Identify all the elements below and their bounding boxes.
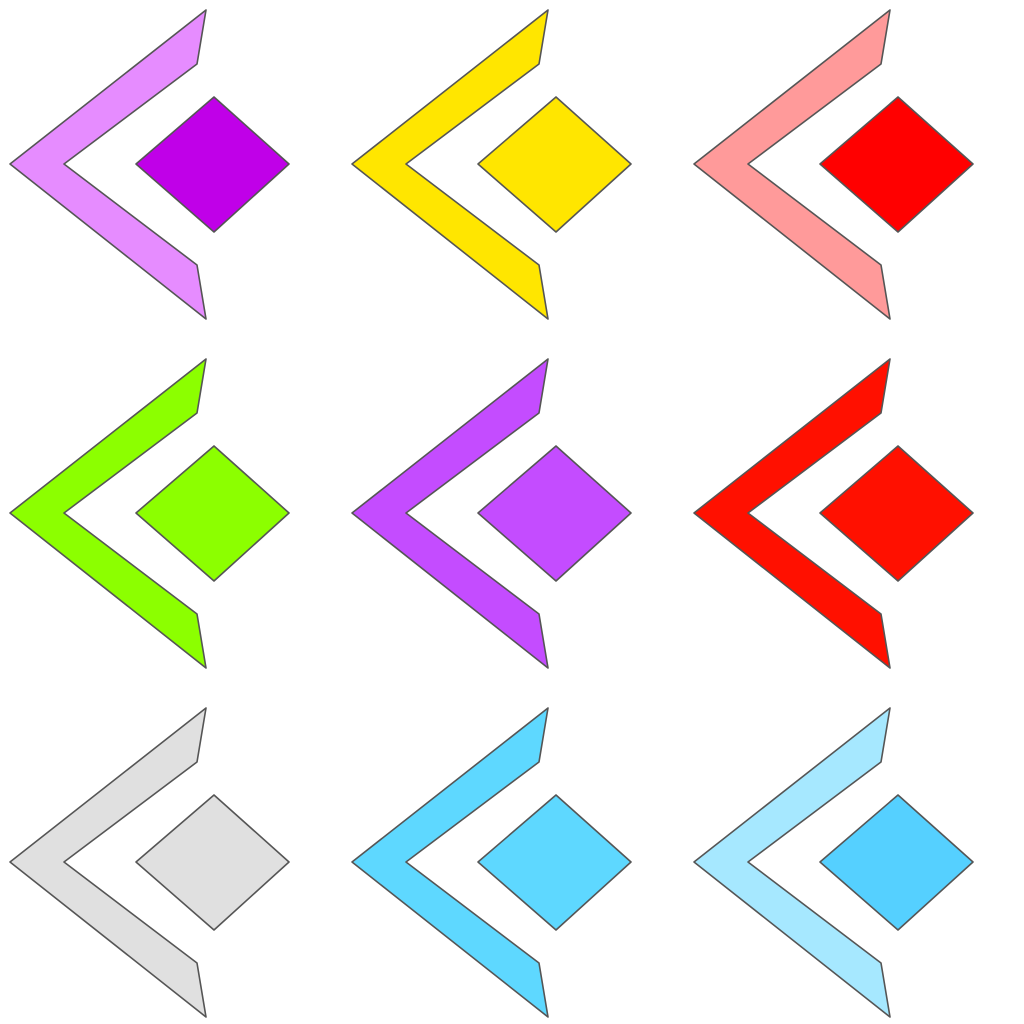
chevron-left-shape <box>351 9 549 320</box>
diamond-shape <box>819 445 974 582</box>
diamond-shape <box>819 96 974 233</box>
back-arrow-diamond-icon-gray <box>9 707 290 1018</box>
diamond-shape <box>477 794 632 931</box>
chevron-left-shape <box>351 707 549 1018</box>
chevron-left-shape <box>9 358 207 669</box>
diamond-shape <box>135 96 290 233</box>
back-arrow-diamond-icon-red <box>693 358 974 669</box>
chevron-left-shape <box>693 707 891 1018</box>
chevron-left-shape <box>693 358 891 669</box>
chevron-left-shape <box>9 707 207 1018</box>
back-arrow-diamond-icon-yellow <box>351 9 632 320</box>
diamond-shape <box>477 445 632 582</box>
back-arrow-diamond-icon-lime <box>9 358 290 669</box>
chevron-left-shape <box>9 9 207 320</box>
back-arrow-diamond-icon-pink-red <box>693 9 974 320</box>
diamond-shape <box>819 794 974 931</box>
back-arrow-diamond-icon-light-blue <box>693 707 974 1018</box>
back-arrow-diamond-icon-violet <box>9 9 290 320</box>
diamond-shape <box>477 96 632 233</box>
chevron-left-shape <box>351 358 549 669</box>
diamond-shape <box>135 445 290 582</box>
back-arrow-diamond-icon-purple <box>351 358 632 669</box>
chevron-left-shape <box>693 9 891 320</box>
back-arrow-diamond-icon-cyan <box>351 707 632 1018</box>
diamond-shape <box>135 794 290 931</box>
